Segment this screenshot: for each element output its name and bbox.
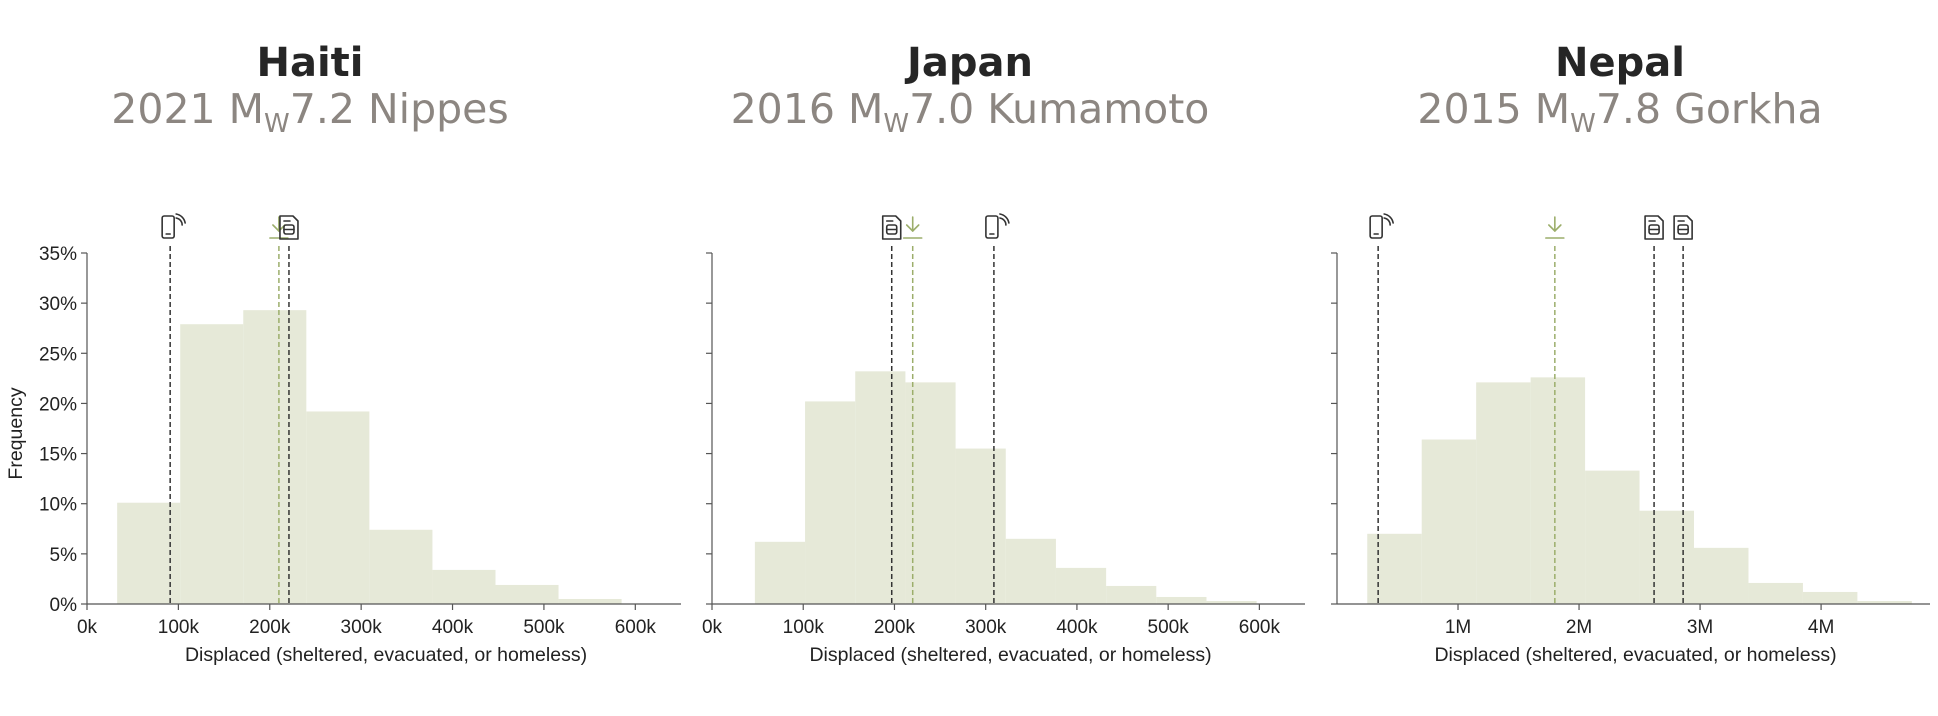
x-tick-label: 400k <box>432 617 474 638</box>
document-icon <box>881 215 902 240</box>
histogram-bar <box>1748 582 1803 604</box>
histogram-bar <box>369 529 433 604</box>
phone-icon <box>161 213 186 239</box>
y-tick-label: 35% <box>39 244 77 265</box>
subtitle-suffix: 7.2 Nippes <box>289 85 509 133</box>
histogram-bar <box>1639 510 1695 604</box>
histogram-bar <box>1005 538 1056 604</box>
x-axis-label: Displaced (sheltered, evacuated, or home… <box>1434 644 1836 666</box>
histogram-haiti: 0% 5% 10% 15% 20% 25% 30% 35% 0k 100k 200k 300k 400k… <box>5 213 681 666</box>
x-tick-label: 0k <box>77 617 98 638</box>
download-icon <box>902 216 923 239</box>
histogram-bar <box>754 541 806 604</box>
histogram-bar <box>1694 547 1749 604</box>
x-tick-label: 400k <box>1056 617 1098 638</box>
phone-icon <box>1369 213 1394 239</box>
x-tick-label: 4M <box>1808 617 1834 638</box>
x-tick-label: 100k <box>158 617 200 638</box>
histogram-bar <box>1585 470 1640 604</box>
histogram-bar <box>1857 600 1912 604</box>
histogram-bar <box>805 401 856 604</box>
phone-icon <box>985 213 1010 239</box>
x-tick-label: 200k <box>874 617 916 638</box>
panel-title-nepal: Nepal <box>1555 40 1685 86</box>
x-tick-label: 600k <box>615 617 657 638</box>
histogram-japan: 0k 100k 200k 300k 400k 500k 600k Displaced (she… <box>702 213 1305 666</box>
y-axis-label: Frequency <box>5 387 27 479</box>
x-tick-label: 3M <box>1687 617 1713 638</box>
x-tick-label: 200k <box>249 617 291 638</box>
histogram-bar <box>1421 439 1477 604</box>
x-tick-label: 100k <box>783 617 825 638</box>
x-tick-label: 2M <box>1566 617 1592 638</box>
panel-title-haiti: Haiti <box>256 40 364 86</box>
document-icon <box>1644 215 1664 240</box>
x-tick-label: 0k <box>702 617 723 638</box>
histogram-bar <box>855 371 906 604</box>
panel-title-japan: Japan <box>907 40 1033 86</box>
y-tick-label: 15% <box>39 445 77 466</box>
x-axis-label: Displaced (sheltered, evacuated, or home… <box>809 644 1211 666</box>
histogram-bar <box>1106 585 1157 604</box>
subtitle-subscript: W <box>264 109 290 139</box>
histogram-bar <box>180 324 244 604</box>
y-tick-label: 5% <box>50 545 78 566</box>
y-tick-label: 10% <box>39 495 77 516</box>
subtitle-subscript: W <box>1570 109 1596 139</box>
download-icon <box>269 216 289 239</box>
y-tick-label: 20% <box>39 394 77 415</box>
histogram-bar <box>432 569 496 604</box>
y-tick-label: 0% <box>50 595 78 616</box>
subtitle-prefix: 2016 M <box>730 85 884 133</box>
histogram-bar <box>495 584 559 604</box>
subtitle-suffix: 7.0 Kumamoto <box>909 85 1210 133</box>
histogram-bar <box>1802 591 1858 604</box>
panel-subtitle-nepal: 2015 MW7.8 Gorkha <box>1370 85 1870 137</box>
subtitle-prefix: 2015 M <box>1417 85 1571 133</box>
y-tick-label: 30% <box>39 294 77 315</box>
x-tick-label: 500k <box>1148 617 1190 638</box>
document-icon <box>279 215 299 240</box>
histogram-bar <box>1367 533 1422 604</box>
panel-subtitle-haiti: 2021 MW7.2 Nippes <box>60 85 560 137</box>
x-tick-label: 1M <box>1445 617 1471 638</box>
x-tick-label: 300k <box>341 617 383 638</box>
download-icon <box>1545 216 1565 239</box>
panel-subtitle-japan: 2016 MW7.0 Kumamoto <box>680 85 1260 137</box>
x-tick-label: 300k <box>965 617 1007 638</box>
x-tick-label: 600k <box>1239 617 1281 638</box>
histogram-bar <box>558 598 622 604</box>
histogram-bar <box>955 448 1006 604</box>
histogram-bar <box>1055 567 1107 604</box>
x-axis-label: Displaced (sheltered, evacuated, or home… <box>185 644 587 666</box>
subtitle-subscript: W <box>883 109 910 139</box>
histogram-nepal: 1M 2M 3M 4M Displaced (sheltered, evacuated,… <box>1331 213 1930 666</box>
histogram-bar <box>1530 377 1586 604</box>
x-tick-label: 500k <box>523 617 565 638</box>
histogram-bar <box>905 382 956 604</box>
histogram-bar <box>306 411 370 604</box>
histogram-bar <box>243 310 307 604</box>
subtitle-prefix: 2021 M <box>111 85 265 133</box>
histogram-bar <box>1476 382 1531 604</box>
document-icon <box>1673 215 1693 240</box>
subtitle-suffix: 7.8 Gorkha <box>1595 85 1823 133</box>
y-tick-label: 25% <box>39 344 77 365</box>
histogram-bar <box>1156 596 1207 604</box>
histogram-bar <box>1206 600 1257 604</box>
